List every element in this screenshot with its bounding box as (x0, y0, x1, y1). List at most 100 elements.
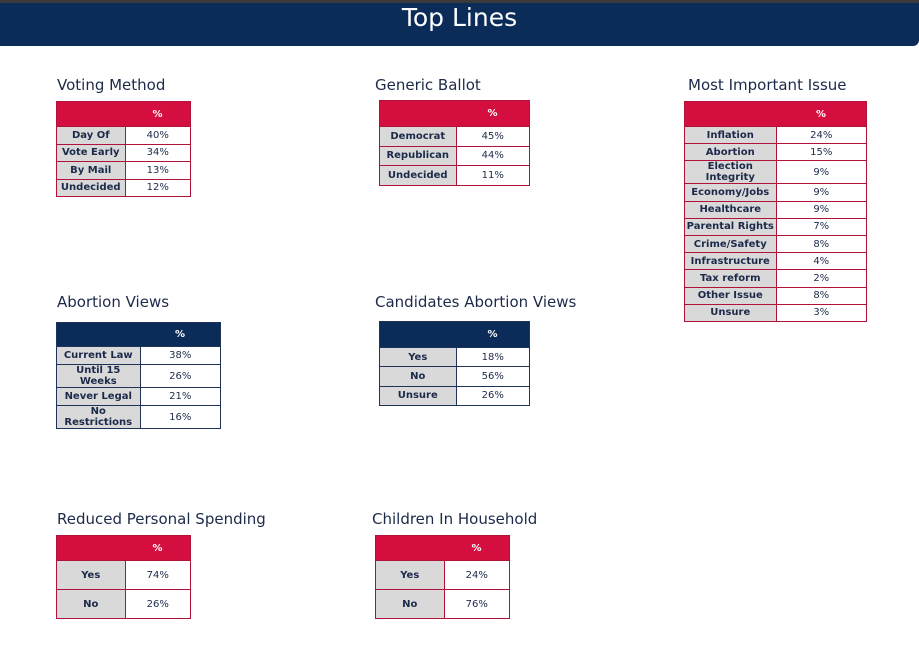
table-row: Vote Early 34% (56, 143, 191, 162)
most-important-issue-header-percent: % (776, 101, 867, 127)
most-important-issue-row-value: 9% (775, 160, 867, 185)
table-row: Abortion 15% (684, 143, 867, 162)
table-row: Unsure 26% (379, 385, 530, 406)
candidates-abortion-views-row-label: No (379, 366, 457, 387)
most-important-issue-row-value: 8% (775, 286, 867, 305)
table-row: Yes 74% (56, 560, 191, 590)
most-important-issue-row-label: Healthcare (684, 200, 777, 219)
voting-method-row-value: 12% (124, 178, 191, 197)
table-row: No 26% (56, 589, 191, 619)
voting-method-row-label: Day Of (56, 126, 126, 145)
abortion-views-row-value: 38% (139, 345, 221, 366)
most-important-issue-row-value: 8% (775, 234, 867, 254)
table-row: Inflation 24% (684, 125, 867, 145)
table-row: Undecided 12% (56, 178, 191, 197)
most-important-issue-row-label: Parental Rights (684, 217, 777, 236)
children-in-household-row-label: No (375, 589, 445, 619)
generic-ballot-title: Generic Ballot (375, 76, 481, 94)
candidates-abortion-views-row-label: Yes (379, 346, 457, 368)
abortion-views-row-value: 16% (139, 405, 221, 430)
table-row: Crime/Safety 8% (684, 234, 867, 254)
voting-method-row-label: Undecided (56, 178, 126, 197)
table-row: Day Of 40% (56, 126, 191, 145)
header-bar: Top Lines (0, 3, 919, 46)
candidates-abortion-views-title: Candidates Abortion Views (375, 293, 577, 311)
table-row: No Restrictions 16% (56, 405, 221, 430)
most-important-issue-row-value: 9% (775, 183, 867, 202)
table-row: Healthcare 9% (684, 200, 867, 219)
abortion-views-table: % Current Law 38% Until 15 Weeks 26% Never Le… (56, 322, 221, 430)
table-row: No 76% (375, 589, 510, 619)
generic-ballot-header-percent: % (456, 100, 530, 127)
children-in-household-header-percent: % (444, 535, 510, 561)
most-important-issue-row-value: 15% (775, 143, 867, 162)
table-row: By Mail 13% (56, 161, 191, 180)
most-important-issue-row-value: 4% (775, 252, 867, 271)
table-row: Other Issue 8% (684, 286, 867, 305)
voting-method-title: Voting Method (57, 76, 166, 94)
reduced-personal-spending-header-blank (56, 535, 125, 561)
children-in-household-title: Children In Household (372, 510, 538, 528)
most-important-issue-row-label: Unsure (684, 303, 777, 322)
voting-method-row-value: 40% (124, 126, 191, 145)
generic-ballot-header-blank (379, 100, 456, 127)
most-important-issue-row-value: 7% (775, 217, 867, 236)
generic-ballot-row-value: 44% (455, 145, 530, 166)
most-important-issue-table: % Inflation 24% Abortion 15% Election Integri… (684, 101, 867, 322)
abortion-views-row-label: Never Legal (56, 387, 141, 407)
most-important-issue-header-blank (684, 101, 776, 127)
page-title: Top Lines (401, 3, 518, 32)
reduced-personal-spending-table: % Yes 74% No 26% (56, 535, 191, 619)
generic-ballot-table: % Democrat 45% Republican 44% Undecided 11% (379, 100, 530, 186)
table-row: Economy/Jobs 9% (684, 183, 867, 202)
candidates-abortion-views-row-label: Unsure (379, 385, 457, 406)
most-important-issue-row-label: Tax reform (684, 269, 777, 288)
most-important-issue-row-label: Crime/Safety (684, 234, 777, 254)
most-important-issue-row-value: 24% (775, 125, 867, 145)
table-row: Undecided 11% (379, 165, 530, 186)
candidates-abortion-views-table: % Yes 18% No 56% Unsure 26% (379, 321, 530, 406)
voting-method-header-percent: % (125, 101, 191, 127)
most-important-issue-row-value: 2% (775, 269, 867, 288)
most-important-issue-row-label: Abortion (684, 143, 777, 162)
most-important-issue-row-label: Infrastructure (684, 252, 777, 271)
reduced-personal-spending-row-value: 26% (124, 589, 191, 619)
most-important-issue-row-value: 9% (775, 200, 867, 219)
table-row: Yes 18% (379, 346, 530, 368)
children-in-household-row-value: 76% (443, 589, 510, 619)
abortion-views-header-percent: % (140, 322, 221, 347)
abortion-views-row-label: Until 15 Weeks (56, 364, 141, 389)
table-row: No 56% (379, 366, 530, 387)
children-in-household-row-label: Yes (375, 560, 445, 590)
abortion-views-row-value: 21% (139, 387, 221, 407)
most-important-issue-row-label: Election Integrity (684, 160, 777, 185)
top-border-line (0, 0, 919, 3)
voting-method-row-value: 13% (124, 161, 191, 180)
most-important-issue-row-label: Inflation (684, 125, 777, 145)
table-row: Infrastructure 4% (684, 252, 867, 271)
reduced-personal-spending-title: Reduced Personal Spending (57, 510, 266, 528)
abortion-views-header-blank (56, 322, 140, 347)
generic-ballot-row-label: Undecided (379, 165, 457, 186)
voting-method-row-label: Vote Early (56, 143, 126, 162)
candidates-abortion-views-header-percent: % (456, 321, 530, 348)
reduced-personal-spending-row-label: No (56, 589, 126, 619)
table-row: Tax reform 2% (684, 269, 867, 288)
generic-ballot-row-value: 45% (455, 126, 530, 147)
reduced-personal-spending-header-percent: % (125, 535, 191, 561)
abortion-views-row-value: 26% (139, 364, 221, 389)
most-important-issue-row-label: Other Issue (684, 286, 777, 305)
candidates-abortion-views-row-value: 56% (455, 366, 530, 387)
reduced-personal-spending-row-label: Yes (56, 560, 126, 590)
table-row: Never Legal 21% (56, 387, 221, 407)
reduced-personal-spending-row-value: 74% (124, 560, 191, 590)
candidates-abortion-views-row-value: 26% (455, 385, 530, 406)
table-row: Current Law 38% (56, 345, 221, 366)
table-row: Democrat 45% (379, 126, 530, 147)
table-row: Parental Rights 7% (684, 217, 867, 236)
voting-method-row-label: By Mail (56, 161, 126, 180)
children-in-household-header-blank (375, 535, 444, 561)
generic-ballot-row-value: 11% (455, 165, 530, 186)
generic-ballot-row-label: Republican (379, 145, 457, 166)
most-important-issue-row-label: Economy/Jobs (684, 183, 777, 202)
